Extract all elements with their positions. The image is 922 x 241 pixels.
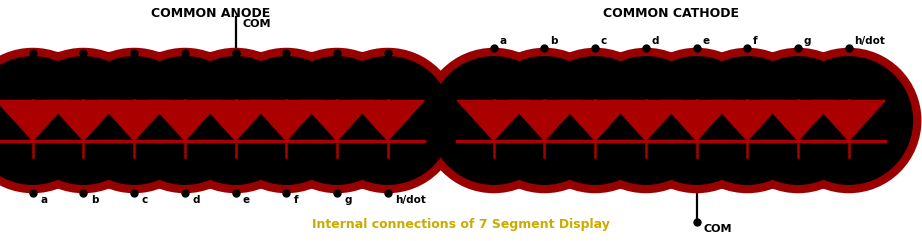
Polygon shape <box>609 100 682 141</box>
Text: COMMON CATHODE: COMMON CATHODE <box>603 7 739 20</box>
Polygon shape <box>351 100 424 141</box>
Polygon shape <box>0 100 69 141</box>
Ellipse shape <box>632 57 761 184</box>
Polygon shape <box>559 100 632 141</box>
Polygon shape <box>508 100 581 141</box>
Ellipse shape <box>524 49 667 192</box>
Text: Internal connections of 7 Segment Display: Internal connections of 7 Segment Displa… <box>312 218 610 231</box>
Ellipse shape <box>473 49 616 192</box>
Text: g: g <box>345 195 352 205</box>
Polygon shape <box>812 100 885 141</box>
Text: d: d <box>651 36 659 46</box>
Ellipse shape <box>222 57 350 184</box>
Ellipse shape <box>785 57 913 184</box>
Text: a: a <box>41 195 47 205</box>
Ellipse shape <box>70 57 198 184</box>
Ellipse shape <box>574 49 717 192</box>
Polygon shape <box>711 100 784 141</box>
Ellipse shape <box>63 49 206 192</box>
Ellipse shape <box>266 49 408 192</box>
Text: b: b <box>90 195 99 205</box>
Ellipse shape <box>171 57 300 184</box>
Polygon shape <box>47 100 120 141</box>
Text: f: f <box>293 195 299 205</box>
Text: COM: COM <box>242 19 270 29</box>
Ellipse shape <box>12 49 155 192</box>
Polygon shape <box>199 100 272 141</box>
Ellipse shape <box>316 49 459 192</box>
Text: c: c <box>142 195 148 205</box>
Polygon shape <box>148 100 221 141</box>
Ellipse shape <box>625 49 768 192</box>
Ellipse shape <box>777 49 920 192</box>
Text: h/dot: h/dot <box>854 36 885 46</box>
Ellipse shape <box>324 57 452 184</box>
Ellipse shape <box>683 57 811 184</box>
Text: d: d <box>193 195 200 205</box>
Ellipse shape <box>215 49 358 192</box>
Text: a: a <box>500 36 506 46</box>
Ellipse shape <box>121 57 249 184</box>
Polygon shape <box>762 100 834 141</box>
Text: g: g <box>803 36 811 46</box>
Ellipse shape <box>676 49 819 192</box>
Text: COM: COM <box>703 224 731 234</box>
Ellipse shape <box>273 57 401 184</box>
Ellipse shape <box>734 57 862 184</box>
Ellipse shape <box>113 49 256 192</box>
Ellipse shape <box>19 57 148 184</box>
Text: b: b <box>550 36 558 46</box>
Text: e: e <box>243 195 250 205</box>
Text: c: c <box>600 36 607 46</box>
Ellipse shape <box>531 57 659 184</box>
Polygon shape <box>457 100 530 141</box>
Polygon shape <box>301 100 373 141</box>
Polygon shape <box>660 100 733 141</box>
Text: e: e <box>703 36 709 46</box>
Ellipse shape <box>0 49 104 192</box>
Polygon shape <box>98 100 171 141</box>
Text: h/dot: h/dot <box>395 195 426 205</box>
Ellipse shape <box>727 49 869 192</box>
Ellipse shape <box>430 57 558 184</box>
Polygon shape <box>250 100 323 141</box>
Ellipse shape <box>0 57 97 184</box>
Ellipse shape <box>422 49 565 192</box>
Ellipse shape <box>582 57 710 184</box>
Ellipse shape <box>164 49 307 192</box>
Ellipse shape <box>480 57 609 184</box>
Text: COMMON ANODE: COMMON ANODE <box>150 7 270 20</box>
Text: f: f <box>752 36 758 46</box>
